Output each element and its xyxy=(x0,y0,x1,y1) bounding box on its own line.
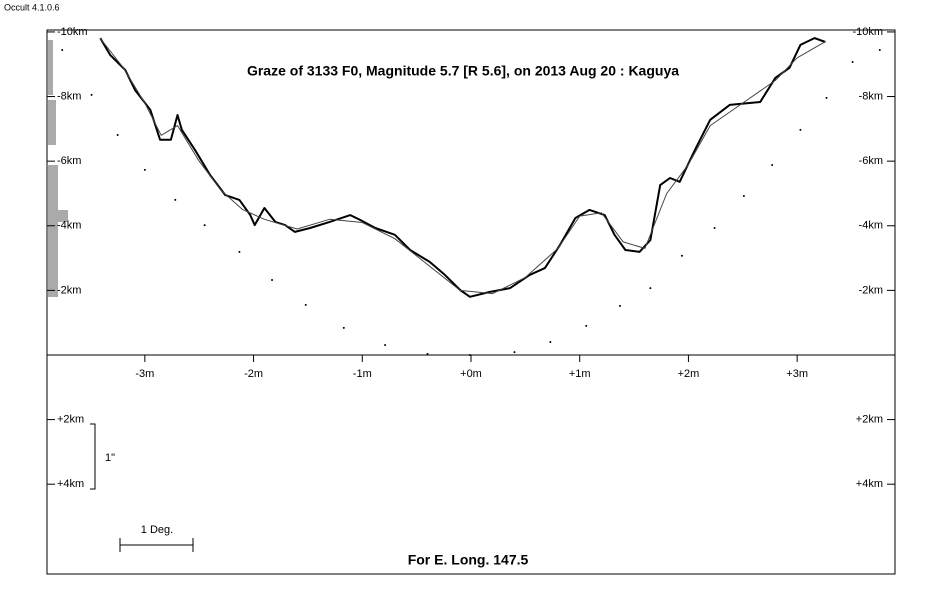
limb-dot xyxy=(742,195,745,198)
y-tick-label: -6km xyxy=(859,155,883,167)
scale-label: 1" xyxy=(105,452,115,464)
limb-dot xyxy=(825,96,828,99)
limb-dot xyxy=(585,324,588,327)
footer: For E. Long. 147.5 xyxy=(408,552,529,568)
scale-bar-vertical xyxy=(90,423,96,490)
scale-bar-horizontal xyxy=(119,538,194,552)
limb-dot xyxy=(513,351,516,354)
limb-dot xyxy=(713,227,716,230)
x-tick-label: +1m xyxy=(569,368,591,380)
y-tick-label: -8km xyxy=(57,90,81,102)
y-tick-label: +4km xyxy=(57,478,84,490)
x-tick-label: +2m xyxy=(678,368,700,380)
smoothed-profile xyxy=(99,38,826,295)
app-label: Occult 4.1.0.6 xyxy=(4,2,60,12)
limb-dot xyxy=(680,254,683,257)
limb-dot xyxy=(851,60,854,63)
limb-histogram xyxy=(48,40,68,297)
plot-frame xyxy=(46,29,896,575)
limb-dot xyxy=(618,304,621,307)
y-tick-label: +4km xyxy=(856,478,883,490)
y-tick-label: -6km xyxy=(57,155,81,167)
limb-dot xyxy=(426,353,429,356)
x-tick-label: +3m xyxy=(786,368,808,380)
limb-dot xyxy=(384,343,387,346)
limb-dot xyxy=(271,279,274,282)
limb-dot xyxy=(174,198,177,201)
y-tick-label: -10km xyxy=(852,26,883,38)
limb-dot xyxy=(549,341,552,344)
limb-dot xyxy=(771,164,774,167)
y-tick-label: -4km xyxy=(57,220,81,232)
limb-dot xyxy=(468,353,471,356)
x-tick-label: -1m xyxy=(353,368,372,380)
y-tick-label: +2km xyxy=(57,413,84,425)
limb-dot xyxy=(238,250,241,253)
x-tick-label: -3m xyxy=(135,368,154,380)
limb-dot xyxy=(143,168,146,171)
limb-dot xyxy=(799,128,802,131)
x-tick-label: +0m xyxy=(460,368,482,380)
y-tick-label: -2km xyxy=(859,284,883,296)
limb-dot xyxy=(90,93,93,96)
limb-dot xyxy=(304,303,307,306)
limb-dot xyxy=(342,326,345,329)
y-tick-label: +2km xyxy=(856,413,883,425)
x-tick-label: -2m xyxy=(244,368,263,380)
y-tick-label: -10km xyxy=(57,26,88,38)
limb-dot xyxy=(116,133,119,136)
chart-title: Graze of 3133 F0, Magnitude 5.7 [R 5.6],… xyxy=(247,63,679,79)
y-tick-label: -4km xyxy=(859,220,883,232)
y-tick-label: -2km xyxy=(57,284,81,296)
limb-dot xyxy=(203,224,206,227)
limb-dot xyxy=(649,287,652,290)
y-tick-label: -8km xyxy=(859,90,883,102)
scale-label: 1 Deg. xyxy=(141,524,173,536)
limb-dot xyxy=(878,49,881,52)
limb-dot xyxy=(61,49,64,52)
limb-profile xyxy=(99,37,826,298)
